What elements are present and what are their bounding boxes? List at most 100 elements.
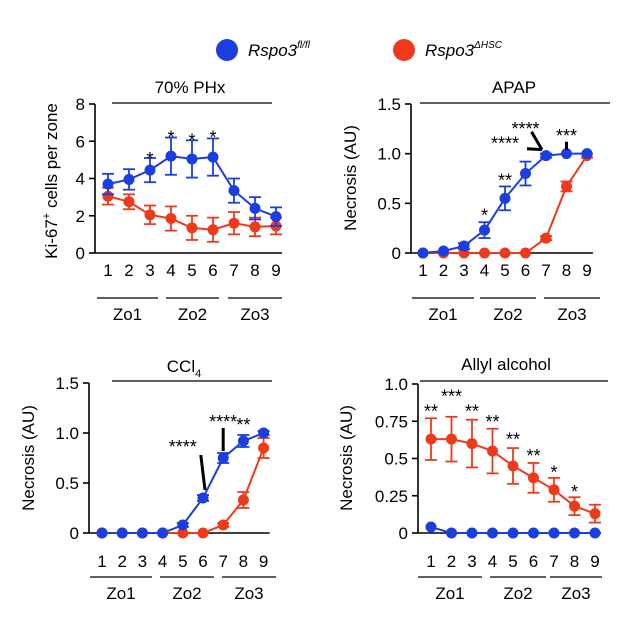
significance-label: ****	[169, 437, 197, 457]
x-tick-label: 1	[418, 261, 427, 280]
zone-label: Zo2	[503, 584, 532, 603]
x-tick-label: 7	[218, 552, 227, 571]
data-point	[217, 452, 229, 464]
zone-label: Zo3	[557, 305, 586, 324]
data-point	[144, 164, 156, 176]
x-tick-label: 2	[117, 552, 126, 571]
zone-label: Zo3	[234, 584, 263, 603]
x-tick-label: 3	[145, 261, 154, 280]
y-tick-label: 0.5	[55, 474, 79, 493]
significance-label: **	[506, 430, 520, 450]
zone-label: Zo1	[113, 305, 142, 324]
data-point	[581, 148, 593, 160]
x-tick-label: 8	[562, 261, 571, 280]
data-point	[446, 433, 457, 445]
significance-label: *	[481, 205, 488, 225]
y-tick-label: 1.5	[55, 374, 79, 393]
x-tick-label: 4	[480, 261, 489, 280]
data-point	[528, 527, 539, 539]
zone-label: Zo2	[493, 305, 522, 324]
panel3-ylabel: Necrosis (AU)	[19, 405, 38, 511]
significance-label: **	[485, 412, 499, 432]
x-tick-label: 9	[590, 552, 599, 571]
data-point	[217, 519, 229, 531]
y-tick-label: 0.25	[375, 487, 408, 506]
data-point	[520, 168, 531, 180]
data-point	[123, 173, 135, 185]
significance-label: **	[236, 415, 250, 435]
significance-label: *	[550, 462, 557, 482]
legend-label-fl: Rspo3fl/fl	[248, 40, 311, 60]
x-tick-label: 2	[124, 261, 133, 280]
x-tick-label: 5	[508, 552, 517, 571]
y-tick-label: 1.5	[377, 95, 401, 114]
connector-line	[526, 147, 543, 152]
y-tick-label: 1.0	[377, 145, 401, 164]
data-point	[569, 527, 580, 539]
data-point	[116, 527, 128, 539]
data-point	[499, 192, 511, 204]
zone-label: Zo2	[178, 305, 207, 324]
y-tick-label: 0	[392, 244, 401, 263]
data-point	[249, 221, 261, 233]
significance-label: **	[465, 401, 479, 421]
data-point	[123, 196, 135, 208]
significance-label: ****	[491, 134, 519, 154]
data-point	[528, 472, 539, 484]
x-tick-label: 4	[488, 552, 497, 571]
y-tick-label: 1.0	[55, 424, 79, 443]
x-tick-label: 9	[271, 261, 280, 280]
panel1-ylabel: Ki-67+ cells per zone	[41, 103, 61, 259]
significance-label: *	[167, 128, 174, 148]
data-point	[207, 151, 219, 163]
panel1-title: 70% PHx	[155, 78, 226, 97]
y-tick-label: 2	[76, 207, 85, 226]
x-tick-label: 8	[570, 552, 579, 571]
y-tick-label: 0.5	[377, 194, 401, 213]
data-point	[165, 150, 177, 162]
connector-line	[530, 131, 544, 151]
data-point	[270, 211, 282, 223]
x-tick-label: 7	[229, 261, 238, 280]
significance-label: **	[424, 401, 438, 421]
x-tick-label: 6	[208, 261, 217, 280]
data-point	[425, 433, 437, 445]
y-tick-label: 8	[76, 95, 85, 114]
x-tick-label: 5	[500, 261, 509, 280]
zone-label: Zo2	[172, 584, 201, 603]
data-point	[438, 245, 449, 257]
data-point	[507, 460, 519, 472]
data-point	[520, 247, 531, 259]
panel2-title: APAP	[492, 78, 536, 97]
data-point	[186, 153, 198, 165]
series-delta-hsc	[425, 415, 601, 524]
data-point	[249, 202, 261, 214]
data-point	[157, 527, 169, 539]
significance-label: *	[146, 149, 153, 169]
x-tick-label: 6	[521, 261, 530, 280]
significance-label: ****	[209, 412, 237, 432]
x-tick-label: 3	[138, 552, 147, 571]
data-point	[237, 494, 249, 506]
significance-connectors	[199, 131, 568, 491]
y-tick-label: 4	[76, 170, 85, 189]
data-point	[144, 209, 156, 221]
data-point	[548, 527, 560, 539]
data-point	[561, 148, 572, 160]
legend-label-hsc: Rspo3ΔHSC	[425, 40, 503, 60]
data-point	[425, 521, 437, 533]
series-fl-fl	[102, 136, 282, 227]
zone-label: Zo3	[561, 584, 590, 603]
data-point	[458, 240, 470, 252]
series-fl-fl	[417, 148, 593, 259]
data-point	[589, 508, 601, 520]
zone-label: Zo1	[428, 305, 457, 324]
x-tick-label: 2	[439, 261, 448, 280]
data-point	[466, 527, 478, 539]
y-tick-label: 0.5	[384, 450, 408, 469]
data-point	[479, 224, 490, 236]
